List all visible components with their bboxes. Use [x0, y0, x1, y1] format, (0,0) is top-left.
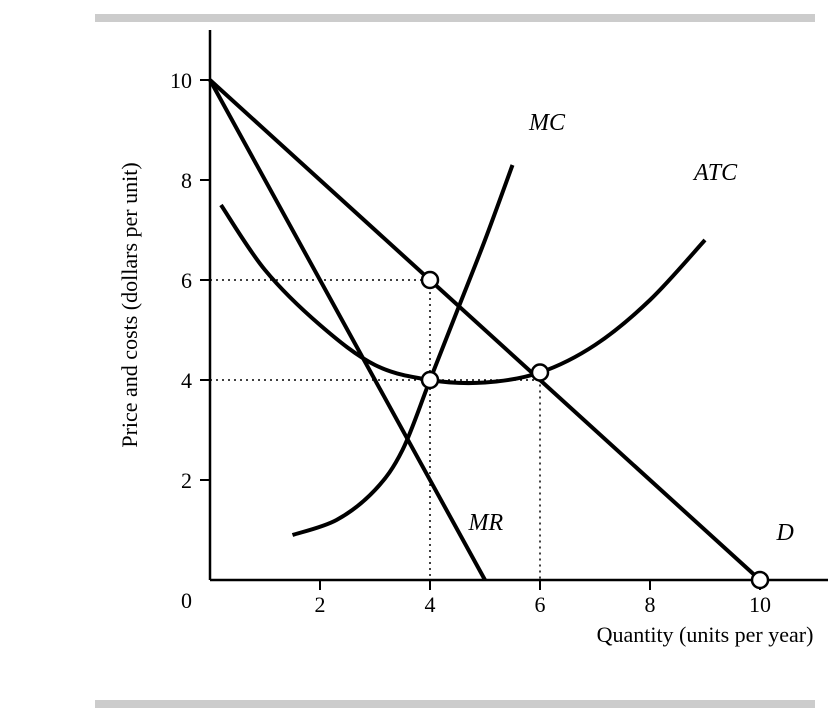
marker-point-1: [422, 372, 438, 388]
curve-label-MR: MR: [468, 510, 504, 536]
bottom-border-bar: [95, 700, 815, 708]
economics-chart: 246810024681012Quantity (units per year)…: [0, 0, 828, 728]
marker-point-0: [422, 272, 438, 288]
top-border-bar: [95, 14, 815, 22]
y-tick-label: 6: [181, 268, 192, 293]
x-tick-label: 4: [425, 592, 436, 617]
curve-MC: [293, 165, 513, 535]
curve-D: [210, 80, 760, 580]
curve-label-MC: MC: [528, 110, 566, 136]
y-tick-label: 8: [181, 168, 192, 193]
curve-label-D: D: [776, 520, 794, 546]
chart-container: 246810024681012Quantity (units per year)…: [0, 0, 828, 728]
y-tick-label: 10: [170, 68, 192, 93]
curve-MR: [210, 80, 485, 580]
curve-label-ATC: ATC: [692, 160, 738, 186]
marker-point-3: [752, 572, 768, 588]
y-tick-label: 2: [181, 468, 192, 493]
origin-label: 0: [181, 588, 192, 613]
x-tick-label: 8: [645, 592, 656, 617]
y-tick-label: 4: [181, 368, 192, 393]
x-axis-label: Quantity (units per year): [597, 622, 814, 647]
y-axis-label: Price and costs (dollars per unit): [117, 162, 142, 447]
marker-point-2: [532, 365, 548, 381]
x-tick-label: 6: [535, 592, 546, 617]
x-tick-label: 10: [749, 592, 771, 617]
x-tick-label: 2: [315, 592, 326, 617]
